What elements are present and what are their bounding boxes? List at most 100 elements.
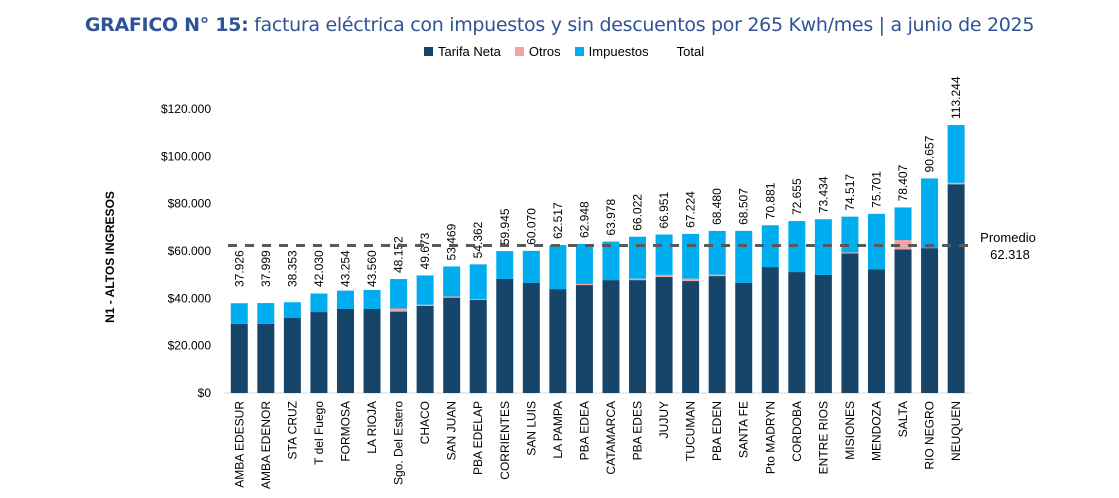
x-tick-label: SANTA FE [737, 401, 751, 458]
x-tick-label: MENDOZA [869, 401, 883, 461]
total-label: 62.517 [551, 202, 565, 239]
x-tick-label: RIO NEGRO [923, 401, 937, 470]
y-tick-label: $120.000 [161, 102, 211, 116]
x-tick-label: STA CRUZ [285, 401, 299, 459]
total-label: 67.224 [684, 191, 698, 228]
bar-impuestos [469, 264, 487, 300]
x-tick-label: PBA EDELAP [471, 401, 485, 475]
bar-tarifa-neta [814, 274, 832, 393]
total-label: 62.948 [577, 201, 591, 238]
x-tick-label: JUJUY [657, 401, 671, 438]
x-tick-label: ENTRE RIOS [816, 401, 830, 474]
x-tick-label: MISIONES [843, 401, 857, 460]
bar-impuestos [602, 241, 620, 281]
bar-tarifa-neta [230, 323, 248, 393]
bar-otros [575, 283, 593, 286]
bar-tarifa-neta [416, 305, 434, 393]
bar-impuestos [549, 245, 567, 290]
bar-otros [841, 252, 859, 254]
x-tick-label: LA RIOJA [365, 401, 379, 454]
y-tick-label: $20.000 [168, 339, 212, 353]
chart-title: GRAFICO N° 15: factura eléctrica con imp… [0, 14, 1119, 36]
total-label: 113.244 [949, 76, 963, 119]
total-label: 72.655 [790, 178, 804, 215]
bar-impuestos [390, 279, 408, 309]
bar-impuestos [761, 225, 779, 268]
bar-impuestos [708, 230, 726, 275]
legend-swatch [424, 47, 433, 56]
title-rest: factura eléctrica con impuestos y sin de… [248, 14, 1035, 36]
bar-impuestos [257, 303, 275, 324]
y-tick-label: $80.000 [168, 197, 212, 211]
x-tick-label: PBA EDES [631, 401, 645, 460]
legend-impuestos: Impuestos [574, 44, 649, 59]
total-label: 42.030 [312, 250, 326, 287]
legend-label: Otros [528, 44, 561, 59]
bar-tarifa-neta [496, 278, 514, 393]
total-label: 48.152 [392, 236, 406, 273]
bar-otros [655, 274, 673, 278]
bar-tarifa-neta [788, 272, 806, 393]
total-label: 59.945 [498, 208, 512, 245]
total-label: 54.362 [471, 221, 485, 258]
bar-tarifa-neta [363, 308, 381, 393]
bar-impuestos [921, 178, 939, 249]
total-label: 78.407 [896, 164, 910, 201]
total-label: 73.434 [816, 176, 830, 213]
bar-impuestos [735, 230, 753, 283]
x-tick-label: NEUQUEN [949, 401, 963, 461]
x-tick-label: PBA EDEA [577, 401, 591, 460]
legend-otros: Otros [514, 44, 561, 59]
bar-tarifa-neta [629, 280, 647, 393]
bar-tarifa-neta [761, 267, 779, 393]
x-tick-label: AMBA EDESUR [232, 401, 246, 488]
legend-swatch [514, 47, 524, 56]
x-tick-label: SAN JUAN [445, 401, 459, 460]
total-label: 66.022 [631, 194, 645, 231]
promedio-value: 62.318 [990, 247, 1030, 262]
bar-tarifa-neta [522, 282, 540, 393]
bar-impuestos [894, 207, 912, 241]
y-tick-label: $100.000 [161, 149, 211, 163]
total-label: 63.978 [604, 199, 618, 236]
total-label: 37.999 [259, 250, 273, 287]
promedio-label: Promedio [980, 230, 1036, 245]
legend-total: Total [677, 44, 704, 59]
total-label: 37.926 [232, 250, 246, 287]
legend-swatch [574, 47, 584, 56]
bar-impuestos [655, 234, 673, 275]
x-tick-label: CORDOBA [790, 401, 804, 462]
total-label: 60.070 [524, 208, 538, 245]
bar-tarifa-neta [575, 285, 593, 393]
bar-tarifa-neta [283, 317, 301, 393]
bar-impuestos [867, 213, 885, 270]
y-axis-label: N1 - ALTOS INGRESOS [103, 191, 117, 323]
x-tick-label: Pto MADRYN [763, 401, 777, 474]
bar-impuestos [416, 275, 434, 305]
bar-impuestos [522, 250, 540, 283]
x-tick-label: CATAMARCA [604, 401, 618, 475]
x-tick-label: FORMOSA [338, 401, 352, 462]
total-label: 38.353 [285, 250, 299, 287]
bar-impuestos [841, 216, 859, 253]
bar-impuestos [947, 124, 965, 183]
legend-label: Total [676, 44, 705, 59]
bar-impuestos [814, 219, 832, 275]
bar-tarifa-neta [443, 297, 461, 393]
legend-label: Impuestos [588, 44, 649, 59]
legend-label: Tarifa Neta [438, 44, 501, 59]
bar-impuestos [336, 290, 354, 309]
bar-impuestos [575, 244, 593, 284]
bar-tarifa-neta [602, 280, 620, 393]
bar-otros [629, 278, 647, 281]
bar-tarifa-neta [336, 308, 354, 393]
total-label: 70.881 [763, 182, 777, 219]
bar-tarifa-neta [310, 312, 328, 393]
bar-otros [416, 304, 434, 306]
total-label: 66.951 [657, 192, 671, 229]
x-tick-label: T del Fuego [312, 401, 326, 465]
y-tick-label: $60.000 [168, 244, 212, 258]
legend: Tarifa Neta Otros Impuestos Total [424, 44, 704, 59]
x-tick-label: Sgo. Del Estero [392, 401, 406, 485]
